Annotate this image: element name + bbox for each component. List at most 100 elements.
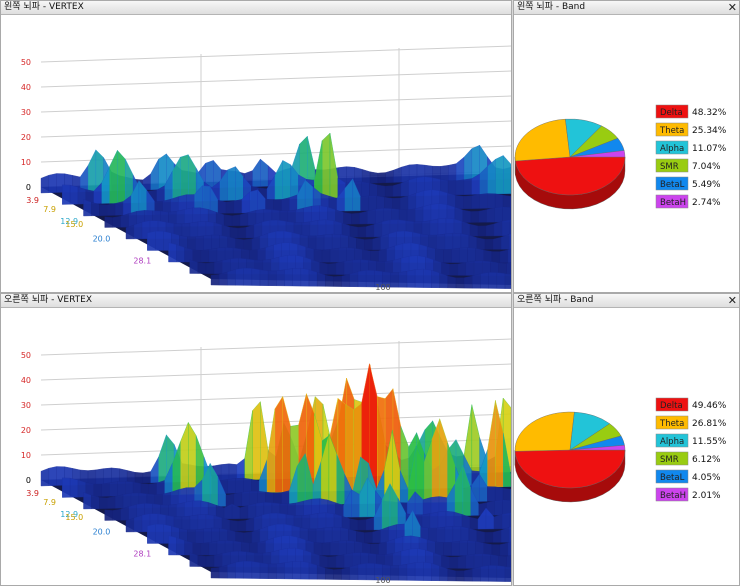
surface-patch (315, 234, 325, 251)
surface-patch (155, 523, 164, 544)
surface-patch (369, 171, 379, 184)
surface-patch (496, 565, 506, 582)
surface-patch (117, 149, 126, 204)
surface-patch (468, 234, 478, 250)
surface-patch (134, 472, 144, 484)
surface-patch (364, 531, 373, 544)
legend-label: Delta (660, 108, 683, 118)
legend-value: 26.81% (692, 419, 727, 429)
surface-patch (491, 544, 501, 556)
surface-patch (237, 227, 247, 239)
surface-patch (508, 233, 511, 250)
surface-patch (509, 512, 511, 530)
surface-patch (478, 209, 487, 223)
surface-patch (377, 172, 386, 184)
surface-patch (457, 262, 467, 276)
legend-swatch (655, 469, 689, 484)
surface-patch (197, 555, 207, 567)
surface-patch (252, 401, 261, 480)
surface-patch (218, 271, 228, 286)
surface-patch (243, 560, 253, 579)
surface-patch (235, 166, 244, 201)
surface-patch (187, 529, 196, 544)
legend-value: 48.32% (692, 108, 727, 118)
surface-patch (95, 468, 104, 485)
surface-patch (501, 219, 511, 237)
surface-patch (253, 221, 263, 239)
surface-patch (229, 227, 239, 239)
pie-slice-betah (569, 150, 626, 158)
surface-patch (87, 469, 97, 485)
surface-patch (91, 494, 100, 510)
surface-patch (321, 132, 331, 199)
surface-patch (468, 527, 478, 543)
legend-swatch (655, 176, 689, 191)
surface-patch (40, 467, 50, 487)
surface (40, 132, 511, 289)
gridline (40, 95, 511, 113)
surface-patch (499, 542, 509, 556)
right-band-panel: 오른쪽 뇌파 - Band ✕ Delta 49.46% Theta 26.81% Al… (513, 293, 740, 586)
gridline (40, 45, 511, 63)
surface-patch (476, 237, 486, 250)
legend-label: SMR (660, 162, 679, 172)
surface-patch (325, 567, 334, 580)
surface-patch (390, 565, 400, 581)
surface-patch (414, 206, 424, 224)
surface-patch (251, 561, 261, 579)
surface-patch (276, 269, 285, 287)
legend-label: BetaL (660, 473, 685, 483)
surface-patch (473, 260, 483, 276)
surface-patch (392, 183, 402, 197)
surface-patch (309, 220, 319, 238)
surface-patch (323, 233, 333, 251)
panel-title: 왼쪽 뇌파 - Band (517, 2, 586, 12)
surface-patch (292, 560, 302, 580)
surface-patch (502, 487, 511, 502)
surface-patch (507, 541, 511, 556)
surface-patch (475, 541, 484, 556)
surface-patch (200, 542, 210, 556)
legend-swatch (655, 122, 689, 137)
surface-patch (217, 199, 227, 214)
surface-patch (494, 206, 503, 223)
surface-patch (365, 270, 375, 288)
surface-patch (210, 567, 220, 579)
y-tick-label: 50 (21, 58, 31, 67)
surface-patch (197, 262, 207, 274)
surface-patch (62, 184, 71, 205)
surface-patch (133, 514, 143, 533)
surface-patch (465, 553, 475, 569)
surface-patch (463, 568, 473, 582)
surface-patch (343, 212, 352, 225)
surface-patch (455, 195, 464, 210)
surface-patch (205, 555, 215, 567)
surface-patch (406, 562, 416, 581)
close-icon[interactable]: ✕ (727, 294, 737, 307)
surface-patch (349, 518, 359, 531)
surface-patch (180, 422, 189, 495)
legend-label: Alpha (660, 437, 684, 447)
surface-patch (114, 201, 124, 216)
surface-patch (239, 505, 249, 519)
close-icon[interactable]: ✕ (727, 1, 737, 14)
surface-patch (244, 410, 253, 481)
surface-patch (385, 169, 394, 183)
surface-patch (313, 542, 323, 556)
surface-patch (104, 216, 113, 228)
legend-label: BetaL (660, 180, 685, 190)
surface-patch (460, 233, 470, 250)
surface-patch (260, 158, 269, 187)
surface-patch (251, 268, 261, 286)
surface-patch (472, 566, 481, 582)
surface-patch (83, 492, 92, 510)
surface-patch (440, 165, 449, 182)
surface-patch (378, 248, 387, 263)
surface-patch (357, 270, 367, 288)
surface-patch (241, 490, 250, 507)
surface-patch (365, 517, 375, 531)
surface-patch (48, 173, 57, 193)
surface-patch (150, 159, 159, 190)
y-tick-label: 10 (21, 451, 31, 460)
surface-patch (483, 542, 493, 556)
